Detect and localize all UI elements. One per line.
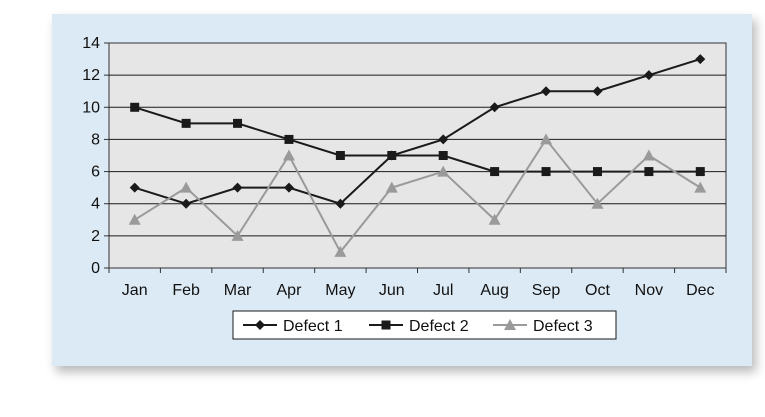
x-tick-label: Apr	[277, 282, 303, 299]
data-point	[643, 70, 654, 81]
data-point	[541, 167, 551, 177]
y-tick-label: 0	[91, 260, 100, 277]
data-point	[541, 86, 552, 97]
legend-box	[232, 310, 617, 340]
data-point	[437, 165, 450, 177]
legend-marker	[381, 320, 391, 330]
data-point	[385, 181, 398, 193]
y-tick-label: 4	[91, 196, 100, 213]
x-tick-label: May	[325, 282, 355, 299]
legend-marker	[504, 319, 516, 330]
data-point	[335, 198, 346, 209]
data-point	[490, 167, 500, 177]
line-chart: 0 2 4 6 8 10 12 14 Jan Feb Mar Apr May Jun Jul Aug Sep Oc…	[82, 35, 727, 340]
legend-entry: Defect 1	[243, 318, 343, 335]
data-point	[335, 151, 345, 160]
y-tick-label: 12	[82, 67, 100, 84]
series-line	[134, 106, 701, 173]
legend-entry: Defect 3	[493, 318, 593, 335]
data-point	[284, 134, 294, 144]
data-point	[695, 167, 705, 177]
data-point	[180, 181, 193, 193]
data-point	[591, 197, 604, 209]
data-point	[642, 149, 655, 161]
data-point	[488, 213, 501, 225]
axes: 0 2 4 6 8 10 12 14 Jan Feb Mar Apr May Jun Jul Aug Sep Oc…	[82, 35, 727, 299]
series-line	[134, 58, 701, 205]
data-point	[438, 151, 448, 160]
series-2	[130, 102, 705, 177]
legend: Defect 1 Defect 2 Defect 3	[232, 310, 617, 340]
chart-panel: 0 2 4 6 8 10 12 14 Jan Feb Mar Apr May Jun Jul Aug Sep Oc…	[52, 14, 752, 366]
x-tick-label: Oct	[585, 282, 610, 299]
y-tick-label: 2	[91, 228, 100, 245]
x-tick-label: Dec	[686, 282, 714, 299]
data-point	[233, 118, 243, 128]
data-point	[128, 213, 141, 225]
legend-marker	[255, 320, 265, 330]
x-tick-label: Mar	[224, 282, 252, 299]
data-point	[282, 149, 295, 161]
data-point	[334, 245, 347, 257]
x-tick-label: Jan	[122, 282, 148, 299]
data-point	[232, 182, 243, 193]
y-tick-label: 8	[91, 131, 100, 148]
y-tick-label: 10	[82, 99, 100, 116]
series-3	[128, 133, 707, 257]
data-point	[438, 134, 449, 145]
series-1	[129, 54, 706, 209]
y-tick-label: 6	[91, 164, 100, 181]
x-tick-label: Jun	[379, 282, 405, 299]
x-tick-label: Feb	[172, 282, 200, 299]
x-tick-label: Sep	[532, 282, 561, 299]
data-point	[540, 133, 553, 145]
data-point	[592, 86, 603, 97]
legend-label: Defect 3	[533, 318, 593, 335]
x-tick-label: Aug	[480, 282, 508, 299]
data-point	[181, 118, 191, 128]
data-point	[283, 182, 294, 193]
data-point	[489, 102, 500, 113]
legend-label: Defect 1	[283, 318, 343, 335]
y-tick-label: 14	[82, 35, 100, 52]
data-point	[231, 229, 244, 241]
x-tick-label: Jul	[433, 282, 453, 299]
legend-entry: Defect 2	[369, 318, 469, 335]
data-point	[695, 54, 706, 65]
data-point	[130, 102, 140, 112]
series-group	[128, 54, 707, 257]
data-point	[644, 167, 654, 177]
series-line	[134, 137, 701, 254]
data-point	[181, 198, 192, 209]
x-tick-label: Nov	[635, 282, 663, 299]
data-point	[592, 167, 602, 177]
data-point	[694, 181, 707, 193]
legend-label: Defect 2	[409, 318, 469, 335]
data-point	[129, 182, 140, 193]
gridlines	[109, 74, 726, 237]
data-point	[387, 151, 397, 160]
